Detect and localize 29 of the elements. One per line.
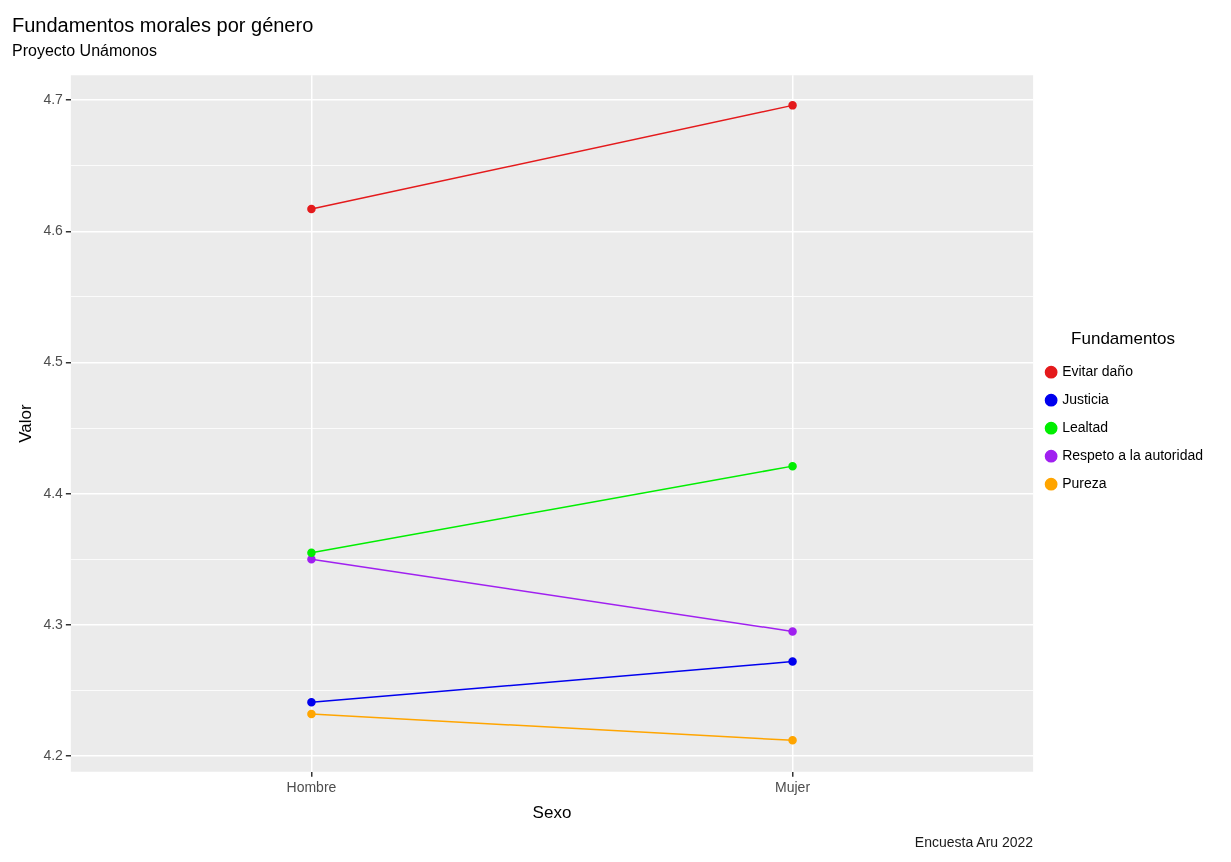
point [788,736,797,745]
point [307,698,316,707]
chart-subtitle: Proyecto Unámonos [12,42,157,60]
x-tick-label: Mujer [775,779,811,796]
x-tick-label: Hombre [286,779,337,796]
legend-title: Fundamentos [1071,328,1176,348]
chart-title: Fundamentos morales por género [12,13,314,36]
legend-label: Justicia [1062,391,1110,408]
y-tick-label: 4.3 [43,615,64,632]
point [307,548,316,557]
x-axis-title: Sexo [532,803,572,823]
text: Encuesta Aru 2022 [914,833,1034,850]
legend-label: Lealtad [1062,419,1109,436]
point [788,461,797,471]
y-axis-title: Valor [15,403,35,443]
y-tick-label: 4.6 [43,222,64,239]
y-tick-label: 4.4 [43,484,64,501]
point [788,627,797,636]
y-tick-label: 4.2 [43,746,64,763]
point [307,204,316,214]
point [307,555,316,564]
y-tick-label: 4.5 [43,353,64,370]
point [307,709,316,719]
point [788,657,797,666]
legend-label: Pureza [1062,475,1107,492]
point [788,101,797,110]
legend-label: Respeto a la autoridad [1062,447,1203,464]
y-tick-label: 4.7 [43,90,64,107]
legend-label: Evitar daño [1062,363,1134,380]
